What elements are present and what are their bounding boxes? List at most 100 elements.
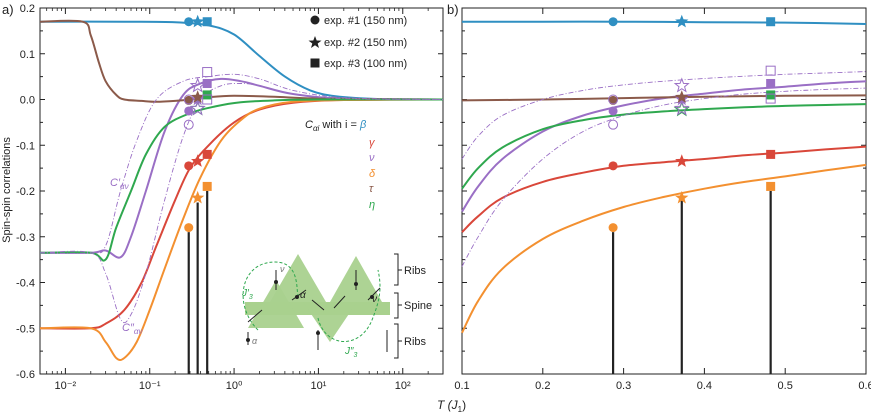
- exp2-star-marker: [673, 77, 690, 93]
- y-tick-label: -0.6: [16, 369, 35, 381]
- correlation-legend-nu: ν: [369, 152, 375, 164]
- panel-b-y-ticks: [462, 7, 866, 375]
- inset-site: [246, 338, 250, 342]
- x-tick-label: 10⁻¹: [139, 380, 161, 392]
- panel-a-x-ticks: 10⁻² 10⁻¹ 10⁰ 10¹ 10²: [46, 8, 429, 392]
- correlation-legend-c: C: [305, 119, 313, 131]
- inset-spin-arrows: [246, 270, 388, 352]
- inset-ribs-bottom-label: Ribs: [404, 336, 427, 348]
- series-line-solid: [39, 98, 444, 262]
- correlation-legend-sub: αi: [313, 124, 320, 133]
- correlation-legend-tau: τ: [369, 183, 374, 195]
- exp2-star-marker: [189, 100, 206, 116]
- exp3-square-marker: [766, 149, 776, 159]
- x-tick-label: 0.3: [616, 380, 631, 392]
- series-line-dashed: [39, 83, 444, 324]
- series-line-solid: [39, 77, 444, 259]
- x-axis-label-close: ): [462, 398, 466, 412]
- correlation-legend-delta: δ: [369, 168, 376, 180]
- exp2-star-marker: [191, 154, 205, 167]
- x-tick-label: 10²: [395, 380, 411, 392]
- x-tick-label: 0.6: [858, 380, 871, 392]
- exp2-star-marker: [675, 154, 689, 167]
- c-prime-annotation: C′αν: [110, 177, 129, 191]
- c-dprime-annotation: C″αν: [122, 322, 142, 336]
- inset-site: [274, 280, 278, 284]
- x-axis-label-main: T (J: [437, 398, 459, 412]
- exp1-circle-marker: [608, 106, 618, 116]
- exp3-square-marker: [202, 17, 212, 27]
- inset-site: [354, 282, 358, 286]
- series-line-solid: [39, 98, 444, 362]
- panel-b-lines: [461, 20, 867, 334]
- x-tick-label: 0.1: [454, 380, 469, 392]
- panel-b-label: b): [447, 2, 459, 17]
- inset-j3-dprime-label: J″3: [344, 346, 358, 359]
- inset-spine-label: Spine: [404, 300, 432, 312]
- exp3-square-marker: [202, 67, 213, 78]
- legend-exp3: exp. #3 (100 nm): [324, 58, 407, 70]
- correlation-legend-rest: with i =: [319, 119, 360, 131]
- series-line-solid: [39, 20, 444, 101]
- exp2-star-marker: [675, 90, 689, 103]
- y-tick-label: 0.2: [20, 3, 35, 15]
- x-axis-label-sub: 1: [458, 405, 463, 414]
- x-tick-label: 0.2: [535, 380, 550, 392]
- c-dprime-sub: αν: [134, 327, 143, 336]
- inset-arrow: [367, 287, 381, 301]
- exp2-star-marker: [191, 14, 205, 28]
- panel-a-lines: [39, 19, 444, 362]
- exp3-square-marker: [202, 149, 212, 159]
- x-tick-label: 0.4: [697, 380, 712, 392]
- exp1-circle-marker: [608, 94, 619, 105]
- panel-b-frame: [461, 7, 867, 375]
- inset-alpha-label: α: [300, 290, 306, 301]
- series-line-dashed: [461, 71, 867, 160]
- x-tick-label: 10¹: [310, 380, 326, 392]
- inset-arrow: [311, 299, 325, 311]
- exp3-square-marker: [202, 94, 213, 105]
- panel-a-markers: [183, 14, 213, 233]
- inset-j3-prime-main: J′: [241, 288, 250, 299]
- inset-bracket-ribs-bottom: [394, 323, 402, 359]
- exp2-star-marker: [673, 100, 690, 116]
- exp1-circle-marker: [184, 161, 194, 171]
- inset-ribs-top-label: Ribs: [404, 265, 427, 277]
- correlation-legend-beta: β: [359, 119, 367, 131]
- exp3-square-marker: [202, 181, 212, 191]
- y-axis-label: Spin-spin correlations: [1, 137, 13, 243]
- exp1-circle-marker: [183, 94, 194, 105]
- x-tick-label: 10⁻²: [55, 380, 77, 392]
- inset-alpha-small-label: α: [252, 336, 258, 346]
- exp2-star-marker: [191, 190, 205, 204]
- exp1-circle-marker: [184, 223, 194, 233]
- correlation-legend-title: Cαi with i = β: [305, 119, 367, 133]
- exp1-circle-marker: [608, 95, 618, 105]
- exp1-circle-marker: [184, 17, 194, 27]
- experiment-legend: exp. #1 (150 nm) exp. #2 (150 nm) exp. #…: [308, 15, 407, 70]
- c-prime-sub: αν: [120, 182, 129, 191]
- panel-a-bars: [187, 191, 209, 374]
- exp3-square-marker: [766, 181, 776, 191]
- panel-b-x-ticks: 0.1 0.2 0.3 0.4 0.5 0.6: [454, 8, 871, 392]
- inset-site: [316, 331, 320, 335]
- inset-arrow: [333, 295, 346, 309]
- panel-b-bars: [611, 191, 772, 374]
- inset-site: [370, 295, 374, 299]
- exp3-square-marker: [202, 78, 212, 88]
- c-prime-main: C′: [110, 177, 121, 189]
- legend-exp2: exp. #2 (150 nm): [324, 37, 407, 49]
- inset-triangle-1: [248, 280, 304, 328]
- panel-a-label: a): [2, 2, 14, 17]
- exp3-square-marker: [765, 93, 776, 104]
- inset-nu-label: ν: [372, 294, 377, 305]
- series-line-solid: [39, 19, 444, 103]
- inset-bracket-spine: [394, 292, 402, 319]
- correlation-legend-gamma: γ: [369, 137, 376, 149]
- inset-j3-dprime-sub: 3: [354, 352, 358, 359]
- correlation-legend-eta: η: [369, 199, 375, 211]
- inset-j3-prime-path: [242, 261, 299, 331]
- panel-b-markers: [608, 14, 776, 233]
- series-line-solid: [461, 94, 867, 102]
- series-line-solid: [462, 20, 867, 25]
